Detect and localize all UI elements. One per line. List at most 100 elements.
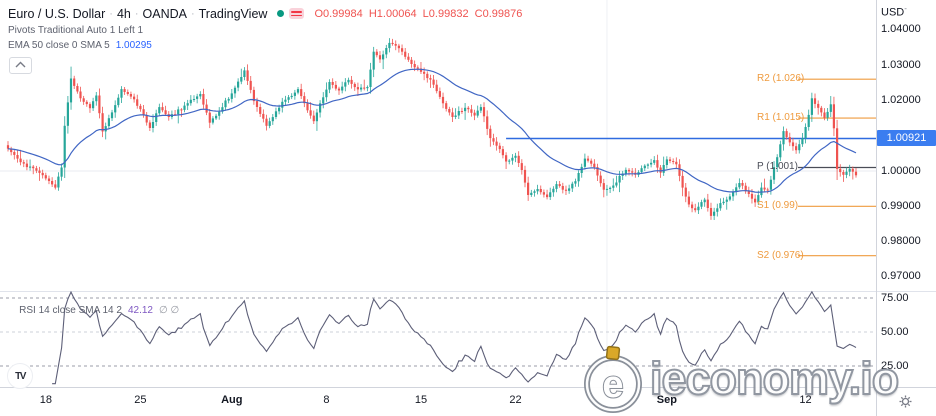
candle-body [337,88,341,91]
candle-body [158,107,161,114]
candle-body [750,193,754,199]
rsi-line[interactable] [52,290,857,385]
candle-body [807,114,810,127]
candle-body [631,171,634,173]
candle-body [281,101,284,108]
candle-body [82,98,85,102]
candle-body [328,82,331,90]
ema-legend-text: EMA 50 close 0 SMA 5 [8,40,110,51]
candle-body [344,82,347,87]
market-open-dot-icon[interactable] [277,10,285,17]
candle-body [57,176,60,188]
candle-body [552,188,555,193]
ema-line[interactable] [7,68,857,193]
timeframe-label[interactable]: 4h [116,6,131,21]
pivot-label-P: P (1.001) [757,161,798,173]
candle-body [123,89,126,92]
candle-body [312,115,315,122]
candle-body [378,55,382,60]
time-axis[interactable]: 18 25 Aug 8 15 22 Sep 12 [0,388,936,416]
ema-legend-row[interactable]: EMA 50 close 0 SMA 5 1.00295 [8,40,522,53]
candle-body [441,96,445,104]
candle-body [520,163,523,170]
candle-body [47,178,51,181]
candle-body [117,97,120,106]
pivots-legend-row[interactable]: Pivots Traditional Auto 1 Left 1 [8,25,522,38]
candle-body [177,109,180,115]
candle-body [564,189,568,191]
price-tick-0.98000: 0.98000 [881,235,921,248]
candle-body [300,89,303,97]
candle-body [16,155,19,159]
chart-legend: Euro / U.S. Dollar · 4h · OANDA · Tradin… [8,5,522,53]
candle-body [795,146,798,151]
candle-body [237,81,240,88]
candle-body [609,187,612,189]
candle-body [186,103,189,106]
candle-body [432,79,435,85]
candle-body [473,112,476,116]
candle-body [363,87,366,89]
candle-body [555,184,558,189]
candle-body [401,48,404,52]
candle-body [713,211,716,216]
horizontal-line-price-label[interactable]: 1.00921 [877,130,936,147]
candle-body [697,206,700,211]
candle-body [476,110,479,116]
candle-body [136,99,139,106]
rsi-value: 42.12 [127,305,153,316]
symbol-title: Euro / U.S. Dollar [8,6,106,21]
candle-body [542,192,545,195]
candle-body [252,89,255,102]
candle-body [13,152,16,155]
candle-body [129,94,132,97]
candle-body [199,94,202,97]
candle-body [691,204,694,209]
candle-body [539,189,542,193]
candle-body [347,79,350,83]
candle-body [665,159,668,165]
candle-body [646,164,649,166]
candle-body [706,199,709,208]
candle-body [615,182,618,186]
candle-body [593,163,596,168]
candle-body [372,51,375,70]
symbol-legend-row[interactable]: Euro / U.S. Dollar · 4h · OANDA · Tradin… [8,5,522,22]
candle-body [44,175,47,179]
candle-body [429,78,432,80]
candle-body [590,160,593,164]
candle-body [407,56,410,60]
candle-body [218,111,221,116]
candle-body [164,110,167,115]
candle-body [732,191,735,197]
flag-icon[interactable] [289,8,305,19]
candle-body [88,104,92,109]
candle-body [546,194,549,198]
rsi-legend-row[interactable]: RSI 14 close SMA 14 2 42.12 ∅ ∅ [8,294,179,327]
tradingview-logo[interactable]: TV [7,363,33,389]
time-tick-Aug: Aug [221,394,243,406]
candle-body [227,98,230,101]
candle-body [296,89,300,93]
candle-body [687,196,690,205]
candle-body [41,172,44,176]
candle-body [423,71,426,74]
candle-body [426,73,429,79]
candle-body [514,155,517,158]
candle-body [735,187,738,192]
candle-body [410,59,413,64]
candle-body [208,112,211,123]
price-tick-1.00000: 1.00000 [881,164,921,177]
candle-body [69,78,73,103]
candle-body [353,83,356,88]
time-tick-18: 18 [39,394,52,406]
axis-settings-gear-icon[interactable] [899,395,912,413]
candle-body [716,208,719,212]
price-tick-1.03000: 1.03000 [881,58,921,71]
price-tick-0.99000: 0.99000 [881,199,921,212]
price-axis[interactable]: USD- 1.04000 1.03000 1.02000 1.00000 0.99000… [877,0,936,387]
legend-collapse-button[interactable] [9,57,32,74]
ieconomy-watermark: e ieconomy.io [580,344,900,414]
candle-body [145,115,148,123]
